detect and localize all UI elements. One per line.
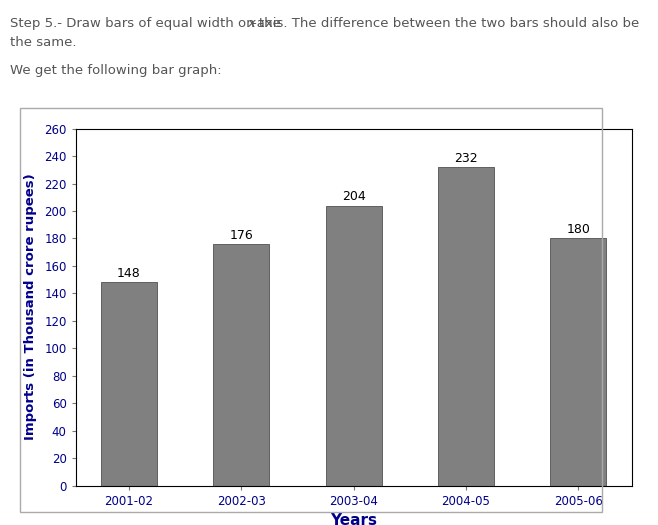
- Text: x: x: [247, 17, 255, 30]
- Bar: [101, 282, 157, 486]
- Text: 180: 180: [567, 224, 590, 236]
- X-axis label: Years: Years: [330, 513, 377, 525]
- Bar: [438, 167, 494, 486]
- Text: the same.: the same.: [10, 36, 76, 49]
- Text: -axis. The difference between the two bars should also be: -axis. The difference between the two ba…: [251, 17, 639, 30]
- Y-axis label: Imports (in Thousand crore rupees): Imports (in Thousand crore rupees): [24, 174, 38, 440]
- Text: 176: 176: [230, 229, 253, 242]
- Bar: [213, 244, 269, 486]
- Text: We get the following bar graph:: We get the following bar graph:: [10, 64, 222, 77]
- Text: 204: 204: [342, 191, 366, 204]
- Text: Step 5.- Draw bars of equal width on the: Step 5.- Draw bars of equal width on the: [10, 17, 285, 30]
- Text: 148: 148: [117, 267, 141, 280]
- Bar: [550, 238, 607, 486]
- Bar: [326, 205, 382, 486]
- Text: 232: 232: [454, 152, 478, 165]
